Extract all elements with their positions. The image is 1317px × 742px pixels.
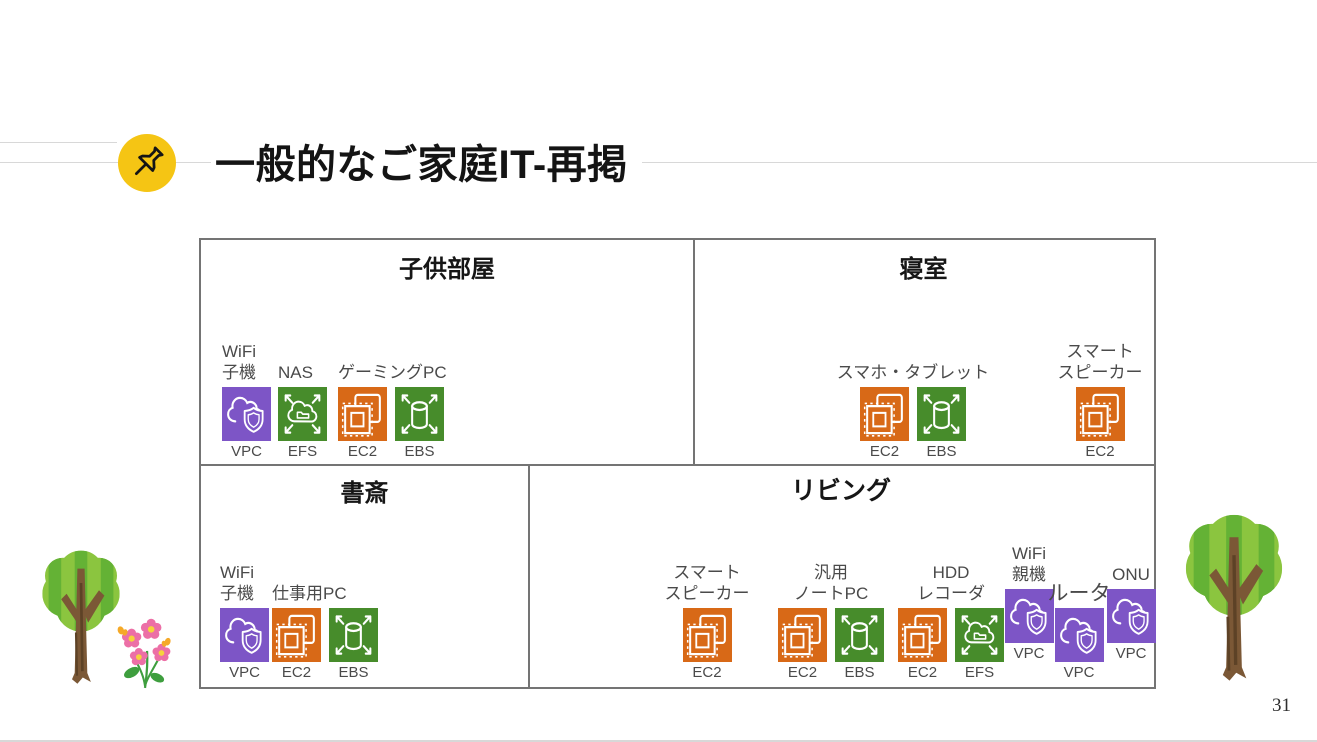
- title-box: 一般的なご家庭IT-再掲: [211, 127, 642, 195]
- aws-efs-icon: EFS: [955, 608, 1004, 681]
- service-label: EBS: [844, 664, 875, 681]
- device-label: スマート スピーカー: [1057, 342, 1143, 382]
- aws-ec2-icon: EC2: [898, 608, 947, 681]
- title-rule-short: [0, 142, 117, 143]
- aws-ebs-icon: EBS: [917, 387, 966, 460]
- service-label: VPC: [229, 664, 260, 681]
- aws-ebs-icon: EBS: [395, 387, 444, 460]
- aws-ec2-icon: EC2: [778, 608, 827, 681]
- tree-illustration-left: [36, 546, 126, 692]
- service-label: VPC: [1063, 664, 1095, 681]
- flowers-illustration: [116, 616, 174, 690]
- device-label: 汎用 ノートPC: [793, 563, 869, 603]
- aws-vpc-icon: VPC: [222, 387, 271, 460]
- service-label: EC2: [347, 443, 378, 460]
- service-label: EBS: [338, 664, 369, 681]
- device-label: WiFi 親機: [1012, 544, 1046, 584]
- aws-ec2-icon: EC2: [338, 387, 387, 460]
- service-label: EC2: [869, 443, 900, 460]
- device-label: WiFi 子機: [220, 563, 254, 603]
- tree-illustration-right: [1178, 508, 1290, 692]
- aws-ec2-icon: EC2: [1076, 387, 1125, 460]
- aws-vpc-icon: VPC: [1005, 589, 1054, 662]
- service-label: EC2: [1085, 443, 1115, 460]
- aws-ec2-icon: EC2: [272, 608, 321, 681]
- title-rule: [0, 162, 1317, 163]
- room-title-kids-room: 子供部屋: [399, 256, 495, 283]
- aws-ebs-icon: EBS: [835, 608, 884, 681]
- page-title: 一般的なご家庭IT-再掲: [215, 143, 628, 187]
- device-label: 仕事用PC: [272, 583, 347, 603]
- service-label: EC2: [787, 664, 818, 681]
- device-group-router: ルータ VPC: [1044, 581, 1114, 681]
- device-label: ONU: [1112, 564, 1150, 584]
- pin-badge: [118, 134, 176, 192]
- room-title-study: 書斎: [340, 480, 389, 507]
- house-diagram: 子供部屋 寝室 書斎 リビング WiFi 子機 VPC NAS EFS: [199, 238, 1156, 689]
- aws-efs-icon: EFS: [278, 387, 327, 460]
- service-label: EBS: [404, 443, 435, 460]
- device-group-hdd-recorder: HDD レコーダ EC2 EFS: [881, 563, 1021, 681]
- service-label: EC2: [907, 664, 938, 681]
- device-label: ゲーミングPC: [338, 362, 447, 382]
- device-group-wifi-parent: WiFi 親機 VPC: [994, 544, 1064, 662]
- room-divider-horizontal: [201, 464, 1154, 466]
- device-group-wifi-child-kids: WiFi 子機 VPC: [222, 342, 271, 460]
- aws-ec2-icon: EC2: [683, 608, 732, 681]
- device-group-gaming-pc: ゲーミングPC EC2 EBS: [338, 363, 447, 460]
- aws-ebs-icon: EBS: [329, 608, 378, 681]
- pushpin-icon: [134, 146, 164, 176]
- service-label: EFS: [287, 443, 318, 460]
- page-number: 31: [1272, 695, 1291, 716]
- aws-vpc-icon: VPC: [220, 608, 269, 681]
- device-label: HDD レコーダ: [917, 563, 985, 603]
- service-label: VPC: [1115, 645, 1147, 662]
- room-title-living: リビング: [790, 477, 891, 505]
- room-title-bedroom: 寝室: [899, 256, 948, 283]
- aws-vpc-icon: VPC: [1055, 608, 1104, 681]
- device-label: ルータ: [1047, 581, 1111, 605]
- device-group-smartphone-tablet: スマホ・タブレット EC2 EBS: [828, 363, 998, 460]
- device-group-smart-speaker-living: スマート スピーカー EC2: [647, 563, 767, 681]
- service-label: VPC: [1013, 645, 1045, 662]
- service-label: EC2: [692, 664, 722, 681]
- service-label: EC2: [281, 664, 312, 681]
- device-label: スマホ・タブレット: [836, 362, 990, 382]
- service-label: EFS: [964, 664, 995, 681]
- device-group-work-pc: 仕事用PC EC2 EBS: [272, 584, 378, 681]
- device-label: スマート スピーカー: [664, 563, 750, 603]
- device-label: WiFi 子機: [222, 342, 256, 382]
- service-label: VPC: [231, 443, 262, 460]
- device-group-smart-speaker-bedroom: スマート スピーカー EC2: [1040, 342, 1160, 460]
- device-group-nas: NAS EFS: [278, 363, 327, 460]
- device-label: NAS: [278, 362, 313, 382]
- device-group-laptop: 汎用 ノートPC EC2 EBS: [761, 563, 901, 681]
- room-divider-vertical-bottom: [528, 466, 530, 687]
- device-group-onu: ONU VPC: [1096, 565, 1166, 662]
- aws-vpc-icon: VPC: [1107, 589, 1156, 662]
- device-group-wifi-child-study: WiFi 子機 VPC: [220, 563, 269, 681]
- room-divider-vertical-top: [693, 240, 695, 464]
- service-label: EBS: [926, 443, 957, 460]
- aws-ec2-icon: EC2: [860, 387, 909, 460]
